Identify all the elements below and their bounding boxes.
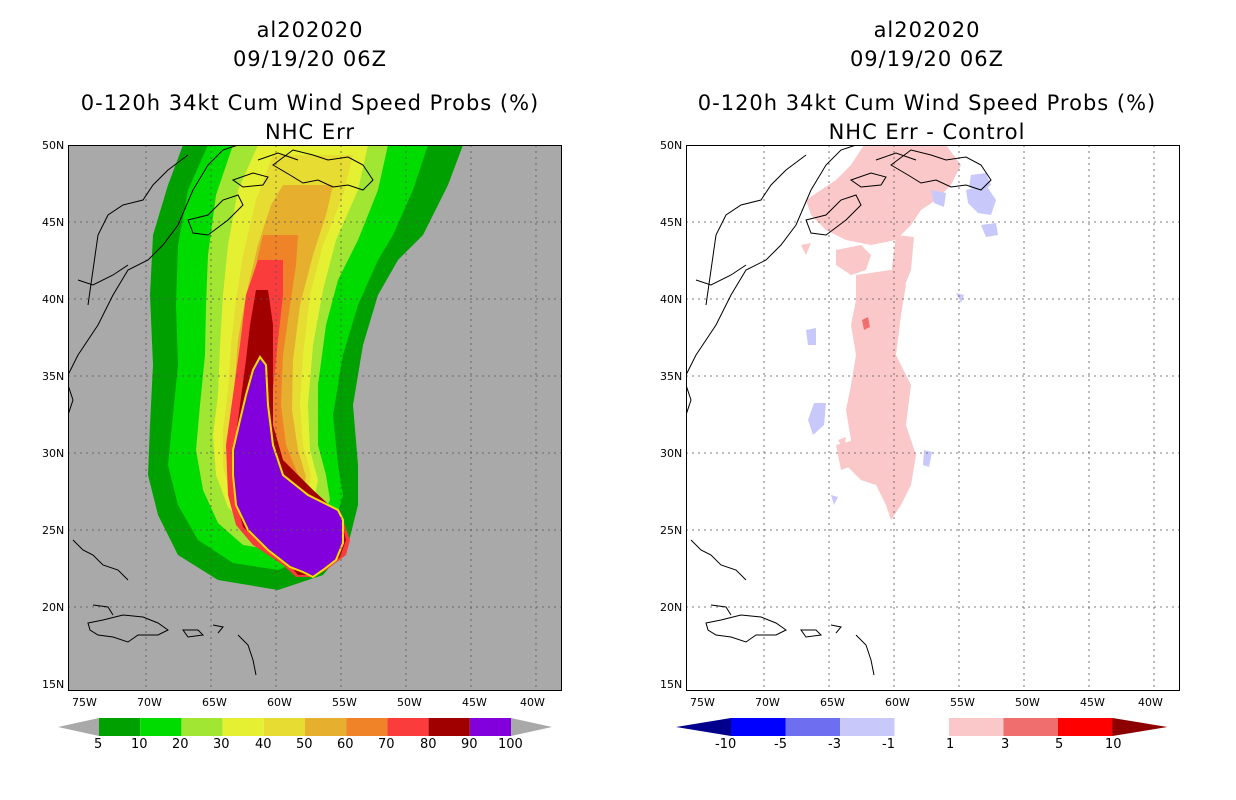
right-storm-id: al202020 [873,18,981,42]
right-colorbar-tick: 3 [1001,737,1010,752]
left-colorbar-over-arrow [511,718,552,736]
right-lat-label: 40N [660,293,683,306]
left-colorbar-cell [469,718,511,736]
right-colorbar-cell [731,718,786,736]
right-colorbar-tick: -10 [715,737,737,752]
left-colorbar-tick: 90 [461,737,478,752]
right-colorbar-tick: 1 [946,737,955,752]
left-lon-label: 70W [137,696,162,709]
left-datetime: 09/19/20 06Z [232,47,388,71]
right-lat-label: 45N [660,216,683,229]
right-colorbar-cell [785,718,840,736]
left-probability-map [68,145,562,691]
left-lat-label: 50N [42,139,65,152]
left-colorbar-tick: 5 [94,737,103,752]
left-lon-label: 55W [332,696,357,709]
left-lat-label: 45N [42,216,65,229]
left-lon-label: 60W [267,696,292,709]
right-lon-label: 65W [820,696,845,709]
left-map-frame [68,145,562,691]
right-datetime: 09/19/20 06Z [849,47,1005,71]
left-lat-label: 25N [42,524,65,537]
left-colorbar-tick: 30 [213,737,230,752]
right-colorbar-cell [840,718,895,736]
left-lon-label: 45W [462,696,487,709]
left-colorbar-tick: 70 [378,737,395,752]
left-colorbar-tick: 60 [337,737,354,752]
left-colorbar-tick: 40 [255,737,272,752]
right-lat-label: 35N [660,370,683,383]
left-colorbar-cell [181,718,223,736]
left-colorbar-tick: 20 [172,737,189,752]
right-colorbar-tick: -3 [828,737,841,752]
left-colorbar-cell [263,718,305,736]
negative-diff-areas [806,173,998,505]
left-colorbar-tick: 50 [296,737,313,752]
left-lon-label: 65W [202,696,227,709]
left-lon-label: 50W [397,696,422,709]
left-coastlines [68,145,374,676]
left-gridlines [68,145,562,691]
right-lat-label: 30N [660,447,683,460]
right-colorbar-cell [1003,718,1058,736]
left-colorbar-cell [428,718,470,736]
right-lat-label: 20N [660,601,683,614]
right-colorbar-cell [949,718,1004,736]
right-colorbar-cell [676,718,731,736]
left-product-title: 0-120h 34kt Cum Wind Speed Probs (%) [80,91,540,115]
left-colorbar-cell [305,718,347,736]
right-subtitle: NHC Err - Control [828,120,1026,144]
right-map-frame [686,145,1180,691]
right-lon-label: 75W [690,696,715,709]
left-colorbar-tick: 10 [131,737,148,752]
right-gridlines [686,145,1180,691]
left-colorbar-cell [222,718,264,736]
right-lat-label: 50N [660,139,683,152]
right-colorbar-cell [894,718,949,736]
left-colorbar-under-arrow [58,718,99,736]
left-storm-id: al202020 [256,18,364,42]
right-colorbar-tick: 10 [1105,737,1122,752]
swath-90-100 [232,355,344,579]
left-colorbar-cell [99,718,141,736]
left-lat-label: 20N [42,601,65,614]
left-lat-label: 30N [42,447,65,460]
left-subtitle: NHC Err [264,120,355,144]
left-lat-label: 40N [42,293,65,306]
right-map-background [686,145,1180,691]
right-lon-label: 70W [755,696,780,709]
right-lon-label: 50W [1015,696,1040,709]
right-colorbar-tick: -5 [774,737,787,752]
left-colorbar-cell [346,718,388,736]
left-lat-label: 35N [42,370,65,383]
right-lon-label: 45W [1080,696,1105,709]
left-lon-label: 75W [72,696,97,709]
right-colorbar-tick: -1 [882,737,895,752]
right-lat-label: 25N [660,524,683,537]
right-lon-label: 60W [885,696,910,709]
left-colorbar-tick: 80 [420,737,437,752]
right-colorbar-cell [1058,718,1113,736]
right-lon-label: 55W [950,696,975,709]
positive-diff-areas [801,145,961,520]
left-colorbar-cell [140,718,182,736]
right-difference-map [686,145,1180,691]
left-lat-label: 15N [42,678,65,691]
left-colorbar-cell [387,718,429,736]
left-lon-label: 40W [520,696,545,709]
right-coastlines [686,145,992,676]
right-colorbar-tick: 5 [1055,737,1064,752]
positive-diff-spot [862,317,870,330]
left-colorbar [58,718,552,736]
right-product-title: 0-120h 34kt Cum Wind Speed Probs (%) [697,91,1157,115]
right-colorbar [676,718,1168,736]
right-colorbar-cell [1112,718,1168,736]
right-lat-label: 15N [660,678,683,691]
right-lon-label: 40W [1138,696,1163,709]
left-colorbar-tick: 100 [498,737,523,752]
